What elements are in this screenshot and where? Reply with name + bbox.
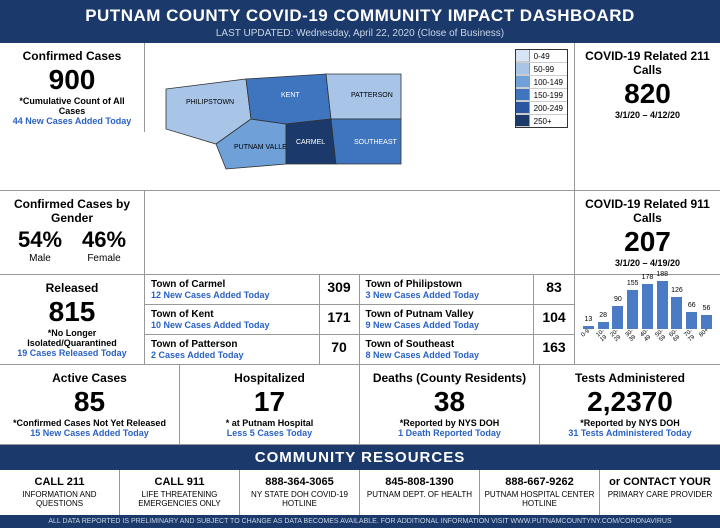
age-bar: 90 <box>612 306 623 329</box>
hospitalized-cell: Hospitalized 17 * at Putnam Hospital Les… <box>180 365 360 444</box>
resource-item: CALL 911LIFE THREATENING EMERGENCIES ONL… <box>120 470 240 515</box>
age-bars: 1328901551781881266656 <box>581 279 714 329</box>
age-bar: 178 <box>642 284 653 329</box>
title: PUTNAM COUNTY COVID-19 COMMUNITY IMPACT … <box>0 6 720 26</box>
calls-211-cell: COVID-19 Related 211 Calls 820 3/1/20 – … <box>575 43 720 132</box>
resource-item: 888-667-9262PUTNAM HOSPITAL CENTER HOTLI… <box>480 470 600 515</box>
resources-row: CALL 211INFORMATION AND QUESTIONSCALL 91… <box>0 470 720 515</box>
map-region-label: PATTERSON <box>351 92 393 99</box>
resource-item: 888-364-3065NY STATE DOH COVID-19 HOTLIN… <box>240 470 360 515</box>
released-cell: Released 815 *No Longer Isolated/Quarant… <box>0 275 145 364</box>
confirmed-label: Confirmed Cases <box>8 49 136 63</box>
second-row: Confirmed Cases by Gender 54% Male 46% F… <box>0 191 720 275</box>
released-value: 815 <box>8 297 136 328</box>
calls211-value: 820 <box>583 79 712 110</box>
legend-item: 150-199 <box>516 89 567 102</box>
resources-header: COMMUNITY RESOURCES <box>0 445 720 470</box>
calls911-range: 3/1/20 – 4/19/20 <box>583 258 712 268</box>
map-region-label: CARMEL <box>296 139 325 146</box>
released-label: Released <box>8 281 136 295</box>
footer-disclaimer: ALL DATA REPORTED IS PRELIMINARY AND SUB… <box>0 515 720 528</box>
map-spacer <box>145 191 575 274</box>
gender-cell: Confirmed Cases by Gender 54% Male 46% F… <box>0 191 145 274</box>
legend-item: 50-99 <box>516 63 567 76</box>
legend-item: 0-49 <box>516 50 567 63</box>
resource-item: 845-808-1390PUTNAM DEPT. OF HEALTH <box>360 470 480 515</box>
last-updated: LAST UPDATED: Wednesday, April 22, 2020 … <box>0 28 720 39</box>
calls-911-cell: COVID-19 Related 911 Calls 207 3/1/20 – … <box>575 191 720 274</box>
resource-item: or CONTACT YOURPRIMARY CARE PROVIDER <box>600 470 720 515</box>
legend-item: 250+ <box>516 115 567 127</box>
gender-female: 46% Female <box>82 227 126 264</box>
confirmed-added: 44 New Cases Added Today <box>8 116 136 126</box>
map-region-label: PUTNAM VALLEY <box>234 144 292 151</box>
calls211-range: 3/1/20 – 4/12/20 <box>583 110 712 120</box>
town-row: Town of Carmel12 New Cases Added Today30… <box>145 275 574 305</box>
legend-item: 100-149 <box>516 76 567 89</box>
released-note: *No Longer Isolated/Quarantined <box>8 328 136 348</box>
map-region-label: KENT <box>281 92 300 99</box>
third-row: Released 815 *No Longer Isolated/Quarant… <box>0 275 720 365</box>
map-region-label: SOUTHEAST <box>354 139 398 146</box>
gender-label: Confirmed Cases by Gender <box>8 197 136 225</box>
gender-male: 54% Male <box>18 227 62 264</box>
fourth-row: Active Cases 85 *Confirmed Cases Not Yet… <box>0 365 720 445</box>
calls911-value: 207 <box>583 227 712 258</box>
age-chart-cell: 1328901551781881266656 0-910-1920-2930-3… <box>575 275 720 364</box>
calls911-label: COVID-19 Related 911 Calls <box>583 197 712 225</box>
age-bar: 188 <box>657 281 668 328</box>
map-region <box>246 74 331 124</box>
deaths-cell: Deaths (County Residents) 38 *Reported b… <box>360 365 540 444</box>
resource-item: CALL 211INFORMATION AND QUESTIONS <box>0 470 120 515</box>
county-map: PHILIPSTOWN PUTNAM VALLEY KENT CARMEL PATTER… <box>151 49 421 179</box>
top-row: Confirmed Cases 900 *Cumulative Count of… <box>0 43 720 191</box>
confirmed-value: 900 <box>8 65 136 96</box>
age-labels: 0-910-1920-2930-3940-4950-5960-6970-7980… <box>581 329 714 341</box>
map-cell: PHILIPSTOWN PUTNAM VALLEY KENT CARMEL PATTER… <box>145 43 575 190</box>
legend-item: 200-249 <box>516 102 567 115</box>
calls211-label: COVID-19 Related 211 Calls <box>583 49 712 77</box>
map-legend: 0-4950-99100-149150-199200-249250+ <box>515 49 568 128</box>
towns-table: Town of Carmel12 New Cases Added Today30… <box>145 275 575 364</box>
age-bar: 126 <box>671 297 682 329</box>
age-bar: 155 <box>627 290 638 329</box>
town-row: Town of Patterson2 Cases Added Today70To… <box>145 335 574 364</box>
dashboard-header: PUTNAM COUNTY COVID-19 COMMUNITY IMPACT … <box>0 0 720 43</box>
map-region-label: PHILIPSTOWN <box>186 99 234 106</box>
confirmed-cases-cell: Confirmed Cases 900 *Cumulative Count of… <box>0 43 145 132</box>
active-cell: Active Cases 85 *Confirmed Cases Not Yet… <box>0 365 180 444</box>
confirmed-note: *Cumulative Count of All Cases <box>8 96 136 116</box>
released-added: 19 Cases Released Today <box>8 348 136 358</box>
town-row: Town of Kent10 New Cases Added Today171T… <box>145 305 574 335</box>
tests-cell: Tests Administered 2,2370 *Reported by N… <box>540 365 720 444</box>
